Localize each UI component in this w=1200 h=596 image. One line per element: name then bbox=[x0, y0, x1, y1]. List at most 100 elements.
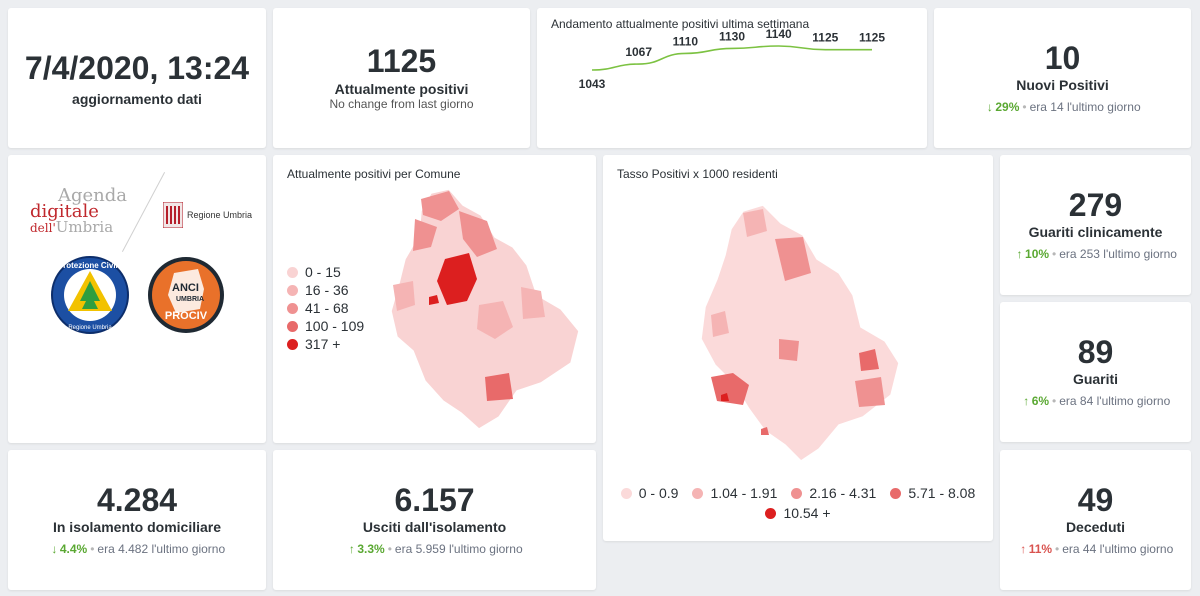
logos-card: Agenda digitale dell'Umbria Regione Umbr… bbox=[8, 155, 266, 443]
trend-title: Andamento attualmente positivi ultima se… bbox=[551, 17, 810, 31]
map2-legend-item-2: 2.16 - 4.31 bbox=[791, 485, 876, 501]
map1-area-center bbox=[477, 301, 513, 339]
map1-legend: 0 - 15 16 - 36 41 - 68 100 - 109 317 + bbox=[287, 263, 364, 353]
guariti-clin-period: l'ultimo giorno bbox=[1103, 247, 1177, 262]
guariti-clin-delta: ↑ 10% • era 253 l'ultimo giorno bbox=[1014, 247, 1177, 261]
map1-area-west-dot bbox=[429, 295, 439, 305]
map2-card: Tasso Positivi x 1000 residenti 0 - 0.9 … bbox=[603, 155, 993, 541]
map1-legend-item-0: 0 - 15 bbox=[287, 263, 364, 281]
new-positives-label: Nuovi Positivi bbox=[1016, 77, 1109, 94]
trend-series-line bbox=[591, 45, 872, 71]
arrow-down-icon: ↓ bbox=[51, 542, 58, 557]
map1-legend-item-2: 41 - 68 bbox=[287, 299, 364, 317]
positives-note: No change from last giorno bbox=[329, 96, 474, 111]
map1-area-perugia bbox=[437, 253, 477, 305]
map1-area-northwest bbox=[413, 219, 437, 251]
map1-title: Attualmente positivi per Comune bbox=[287, 167, 461, 181]
logo-divider bbox=[121, 172, 166, 252]
map2-area-southwest-dot bbox=[721, 393, 729, 401]
map1-legend-item-4: 317 + bbox=[287, 335, 364, 353]
map1-card: Attualmente positivi per Comune 0 - 15 1… bbox=[273, 155, 596, 443]
arrow-up-icon: ↑ bbox=[1020, 542, 1027, 557]
update-datetime: 7/4/2020, 13:24 bbox=[24, 49, 250, 86]
trend-point-label: 1140 bbox=[766, 27, 792, 41]
arrow-up-icon: ↑ bbox=[348, 542, 355, 557]
svg-text:PROCIV: PROCIV bbox=[165, 310, 208, 322]
map2-area-west bbox=[711, 311, 729, 337]
map2-legend-item-1: 1.04 - 1.91 bbox=[692, 485, 777, 501]
isolamento-card: 4.284 In isolamento domiciliare ↓ 4.4% • er… bbox=[8, 450, 266, 590]
positives-card: 1125 Attualmente positivi No change from… bbox=[273, 8, 530, 148]
svg-text:Protezione Civile: Protezione Civile bbox=[58, 261, 123, 270]
guariti-clin-pct: 10% bbox=[1025, 247, 1050, 262]
anci-prociv-logo: ANCI UMBRIA PROCIV bbox=[148, 257, 224, 333]
new-positives-period: l'ultimo giorno bbox=[1066, 100, 1141, 115]
usciti-value: 6.157 bbox=[394, 481, 475, 518]
new-positives-was: era 14 bbox=[1029, 100, 1064, 115]
deceduti-was: era 44 bbox=[1062, 542, 1097, 557]
guariti-clin-value: 279 bbox=[1068, 186, 1123, 223]
svg-text:Regione Umbria: Regione Umbria bbox=[68, 325, 112, 331]
map2-area-center bbox=[779, 339, 799, 361]
map2-area-south-small bbox=[761, 427, 769, 435]
regione-emblem-icon bbox=[163, 202, 183, 228]
arrow-down-icon: ↓ bbox=[986, 100, 993, 115]
deceduti-value: 49 bbox=[1077, 481, 1114, 518]
map1-area-north bbox=[421, 191, 459, 221]
isolamento-was: era 4.482 bbox=[97, 542, 149, 557]
protezione-civile-logo: Protezione Civile Regione Umbria bbox=[51, 256, 129, 334]
regione-logo: Regione Umbria bbox=[163, 202, 252, 228]
map2-choropleth bbox=[700, 204, 900, 462]
map1-legend-item-1: 16 - 36 bbox=[287, 281, 364, 299]
map2-legend-item-3: 5.71 - 8.08 bbox=[890, 485, 975, 501]
agenda-logo: Agenda digitale dell'Umbria bbox=[30, 185, 128, 236]
deceduti-pct: 11% bbox=[1028, 542, 1053, 557]
usciti-delta: ↑ 3.3% • era 5.959 l'ultimo giorno bbox=[346, 542, 523, 557]
arrow-up-icon: ↑ bbox=[1023, 394, 1030, 409]
new-positives-delta: ↓ 29% • era 14 l'ultimo giorno bbox=[984, 100, 1141, 115]
deceduti-card: 49 Deceduti ↑ 11% • era 44 l'ultimo giorno bbox=[1000, 450, 1191, 590]
map2-region-shape bbox=[700, 204, 900, 462]
deceduti-delta: ↑ 11% • era 44 l'ultimo giorno bbox=[1018, 542, 1174, 557]
map2-legend-item-0: 0 - 0.9 bbox=[620, 485, 678, 501]
isolamento-delta: ↓ 4.4% • era 4.482 l'ultimo giorno bbox=[49, 542, 225, 556]
new-positives-value: 10 bbox=[1044, 39, 1081, 76]
map2-area-southeast bbox=[855, 377, 885, 407]
svg-text:ANCI: ANCI bbox=[172, 282, 199, 294]
map2-area-east bbox=[859, 349, 879, 371]
usciti-was: era 5.959 bbox=[394, 542, 446, 557]
guariti-was: era 84 bbox=[1059, 394, 1094, 409]
positives-value: 1125 bbox=[366, 43, 437, 80]
trend-point-label: 1110 bbox=[673, 34, 699, 48]
trend-card: Andamento attualmente positivi ultima se… bbox=[537, 8, 927, 148]
trend-point-label: 1125 bbox=[812, 31, 838, 45]
map1-area-south bbox=[485, 373, 513, 401]
svg-text:UMBRIA: UMBRIA bbox=[176, 296, 204, 303]
map2-area-northeast bbox=[775, 237, 811, 281]
trend-point-label: 1043 bbox=[579, 77, 606, 91]
map2-legend-item-4: 10.54 + bbox=[765, 505, 831, 521]
map1-legend-item-3: 100 - 109 bbox=[287, 317, 364, 335]
isolamento-period: l'ultimo giorno bbox=[151, 542, 226, 557]
usciti-pct: 3.3% bbox=[357, 542, 385, 557]
deceduti-label: Deceduti bbox=[1065, 519, 1126, 536]
guariti-card: 89 Guariti ↑ 6% • era 84 l'ultimo giorno bbox=[1000, 302, 1191, 442]
map2-title: Tasso Positivi x 1000 residenti bbox=[617, 167, 778, 181]
deceduti-period: l'ultimo giorno bbox=[1099, 542, 1174, 557]
usciti-card: 6.157 Usciti dall'isolamento ↑ 3.3% • era 5… bbox=[273, 450, 596, 590]
map1-choropleth bbox=[390, 188, 580, 430]
guariti-clin-card: 279 Guariti clinicamente ↑ 10% • era 253 l'… bbox=[1000, 155, 1191, 295]
guariti-label: Guariti bbox=[1072, 371, 1119, 388]
usciti-label: Usciti dall'isolamento bbox=[362, 519, 507, 536]
update-card: 7/4/2020, 13:24 aggiornamento dati bbox=[8, 8, 266, 148]
trend-point-label: 1067 bbox=[625, 45, 652, 59]
usciti-period: l'ultimo giorno bbox=[448, 542, 523, 557]
guariti-pct: 6% bbox=[1031, 394, 1050, 409]
map2-area-north bbox=[743, 209, 767, 237]
arrow-up-icon: ↑ bbox=[1016, 247, 1023, 262]
map2-area-southwest bbox=[711, 373, 749, 405]
map2-legend: 0 - 0.9 1.04 - 1.91 2.16 - 4.31 5.71 - 8… bbox=[603, 485, 993, 521]
guariti-clin-label: Guariti clinicamente bbox=[1028, 224, 1163, 241]
positives-label: Attualmente positivi bbox=[334, 80, 469, 97]
guariti-delta: ↑ 6% • era 84 l'ultimo giorno bbox=[1021, 394, 1170, 409]
